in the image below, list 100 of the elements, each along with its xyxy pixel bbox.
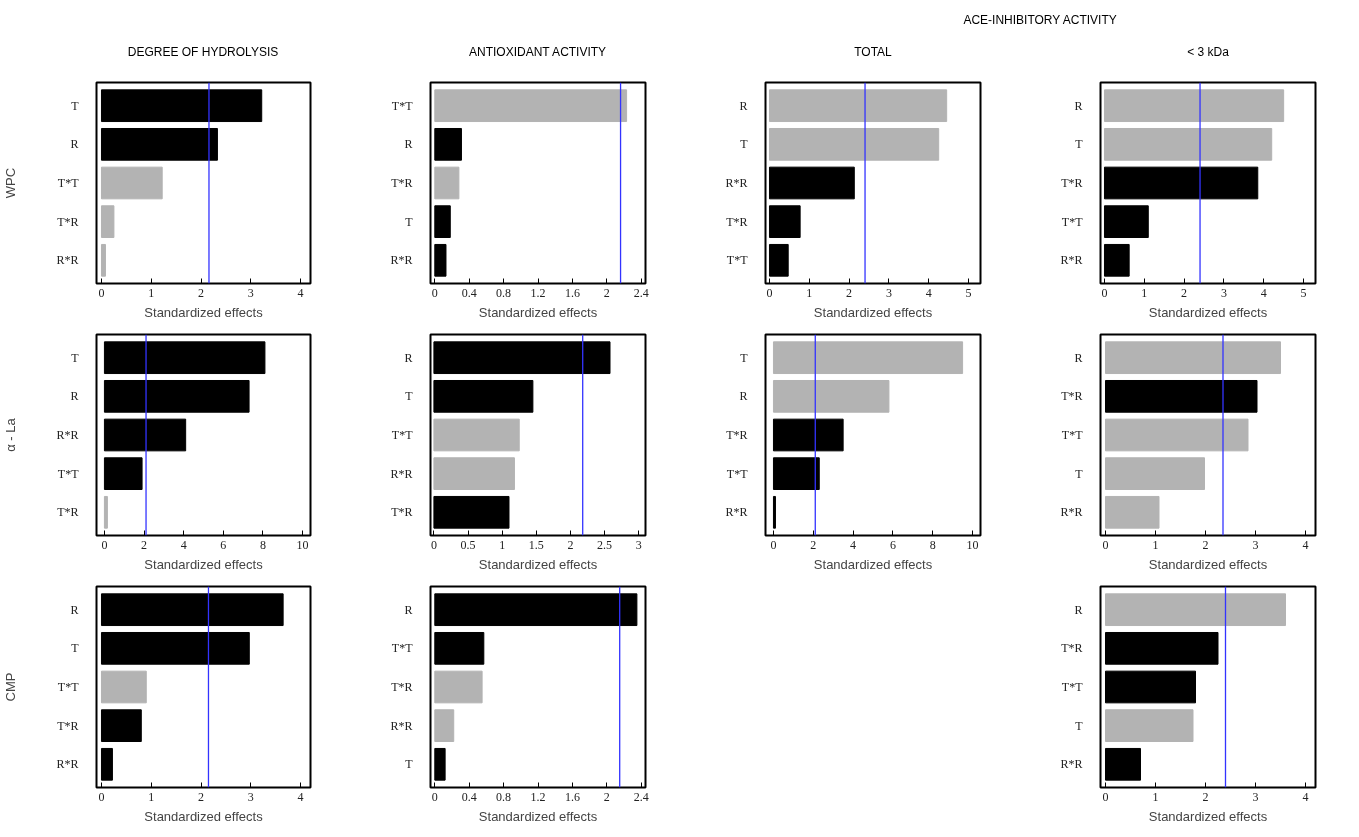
bar [434, 166, 460, 200]
y-tick-label: R*R [56, 428, 79, 442]
y-tick-label: T*T [1061, 214, 1084, 229]
x-tick-label: 3 [1252, 789, 1259, 804]
x-tick-label: 2 [567, 537, 574, 552]
y-tick-label: R [70, 137, 79, 152]
y-tick-label: T*T [57, 680, 80, 694]
bar [1105, 709, 1194, 742]
y-tick-label: T*T [391, 428, 414, 442]
bar [768, 89, 948, 123]
x-tick-label: 0.4 [461, 789, 477, 804]
x-tick-label: 2 [1202, 537, 1209, 552]
bar [434, 747, 446, 781]
bar [768, 243, 789, 277]
x-tick-label: 4 [297, 285, 304, 300]
y-tick-label: T*T [1061, 680, 1084, 694]
x-tick-label: 0.5 [460, 537, 476, 552]
x-tick-label: 4 [180, 537, 187, 552]
bar [1103, 205, 1149, 238]
x-tick-label: 4 [297, 789, 304, 804]
y-tick-label: R [739, 98, 748, 113]
y-tick-label: T [1075, 466, 1084, 481]
y-tick-label: T [71, 350, 80, 365]
bar [434, 89, 628, 123]
x-tick-label: 3 [635, 537, 642, 552]
bar [103, 457, 143, 490]
x-tick-label: 2.4 [633, 789, 649, 804]
y-tick-label: T*T [726, 466, 749, 481]
x-tick-label: 2 [810, 537, 817, 552]
bar [434, 670, 483, 704]
x-axis-title: Standardized effects [478, 304, 598, 320]
y-tick-label: T*R [57, 505, 79, 520]
x-tick-label: 1 [806, 285, 813, 300]
x-axis-title: Standardized effects [478, 808, 598, 824]
y-tick-label: T*T [57, 176, 80, 190]
bar [433, 341, 611, 375]
bar [100, 632, 250, 665]
y-tick-label: T [71, 98, 80, 113]
y-tick-label: T*R [391, 680, 413, 694]
y-tick-label: T [405, 757, 414, 772]
y-tick-label: R [70, 389, 79, 404]
x-tick-label: 1.6 [564, 789, 580, 804]
bar [100, 709, 142, 742]
y-tick-label: T*R [57, 214, 79, 229]
y-tick-label: T*T [57, 466, 80, 481]
x-axis-title: Standardized effects [1148, 808, 1268, 824]
chart-title: ANTIOXIDANT ACTIVITY [468, 44, 607, 59]
bar [433, 495, 510, 529]
bar [1103, 128, 1273, 161]
x-tick-label: 1 [148, 285, 155, 300]
y-tick-label: R*R [390, 466, 413, 481]
bar [100, 128, 218, 161]
bar [434, 632, 485, 665]
bar [1103, 166, 1259, 200]
y-tick-label: T*T [726, 253, 749, 268]
y-tick-label: T [740, 137, 749, 152]
x-tick-label: 0 [98, 789, 105, 804]
y-tick-label: T [1075, 718, 1084, 733]
x-tick-label: 4 [1302, 537, 1309, 552]
x-tick-label: 3 [1252, 537, 1259, 552]
bar [1105, 341, 1281, 375]
y-tick-label: T*R [1061, 176, 1083, 190]
bar [1105, 670, 1196, 704]
bar [103, 341, 266, 375]
x-tick-label: 0 [431, 789, 438, 804]
bar [434, 243, 447, 277]
bar [433, 380, 534, 413]
y-tick-label: T*R [726, 214, 748, 229]
x-tick-label: 1 [1152, 789, 1159, 804]
y-tick-label: T [71, 641, 80, 656]
x-tick-label: 0 [766, 285, 773, 300]
y-tick-label: T*R [1061, 389, 1083, 404]
y-tick-label: R*R [1060, 253, 1083, 268]
x-tick-label: 0.8 [496, 789, 512, 804]
y-tick-label: R*R [56, 253, 79, 268]
x-tick-label: 3 [247, 285, 254, 300]
x-tick-label: 0.4 [461, 285, 477, 300]
x-tick-label: 0 [430, 537, 437, 552]
bar [100, 670, 147, 704]
x-tick-label: 5 [1300, 285, 1307, 300]
x-axis-title: Standardized effects [144, 556, 264, 572]
bar [1105, 747, 1141, 781]
x-tick-label: 2 [1181, 285, 1188, 300]
x-tick-label: 0 [770, 537, 777, 552]
x-tick-label: 8 [259, 537, 266, 552]
y-tick-label: R*R [390, 253, 413, 268]
x-tick-label: 0 [1102, 537, 1109, 552]
y-tick-label: T*R [391, 176, 413, 190]
bar [100, 593, 284, 627]
x-tick-label: 1.2 [530, 285, 546, 300]
y-tick-label: T [740, 350, 749, 365]
y-tick-label: T*T [1061, 428, 1084, 442]
x-tick-label: 4 [1302, 789, 1309, 804]
y-tick-label: R*R [725, 505, 748, 520]
x-tick-label: 0 [431, 285, 438, 300]
bar [768, 128, 940, 161]
y-tick-label: R [1074, 98, 1083, 113]
x-tick-label: 3 [247, 789, 254, 804]
x-tick-label: 6 [889, 537, 896, 552]
x-tick-label: 2.4 [633, 285, 649, 300]
